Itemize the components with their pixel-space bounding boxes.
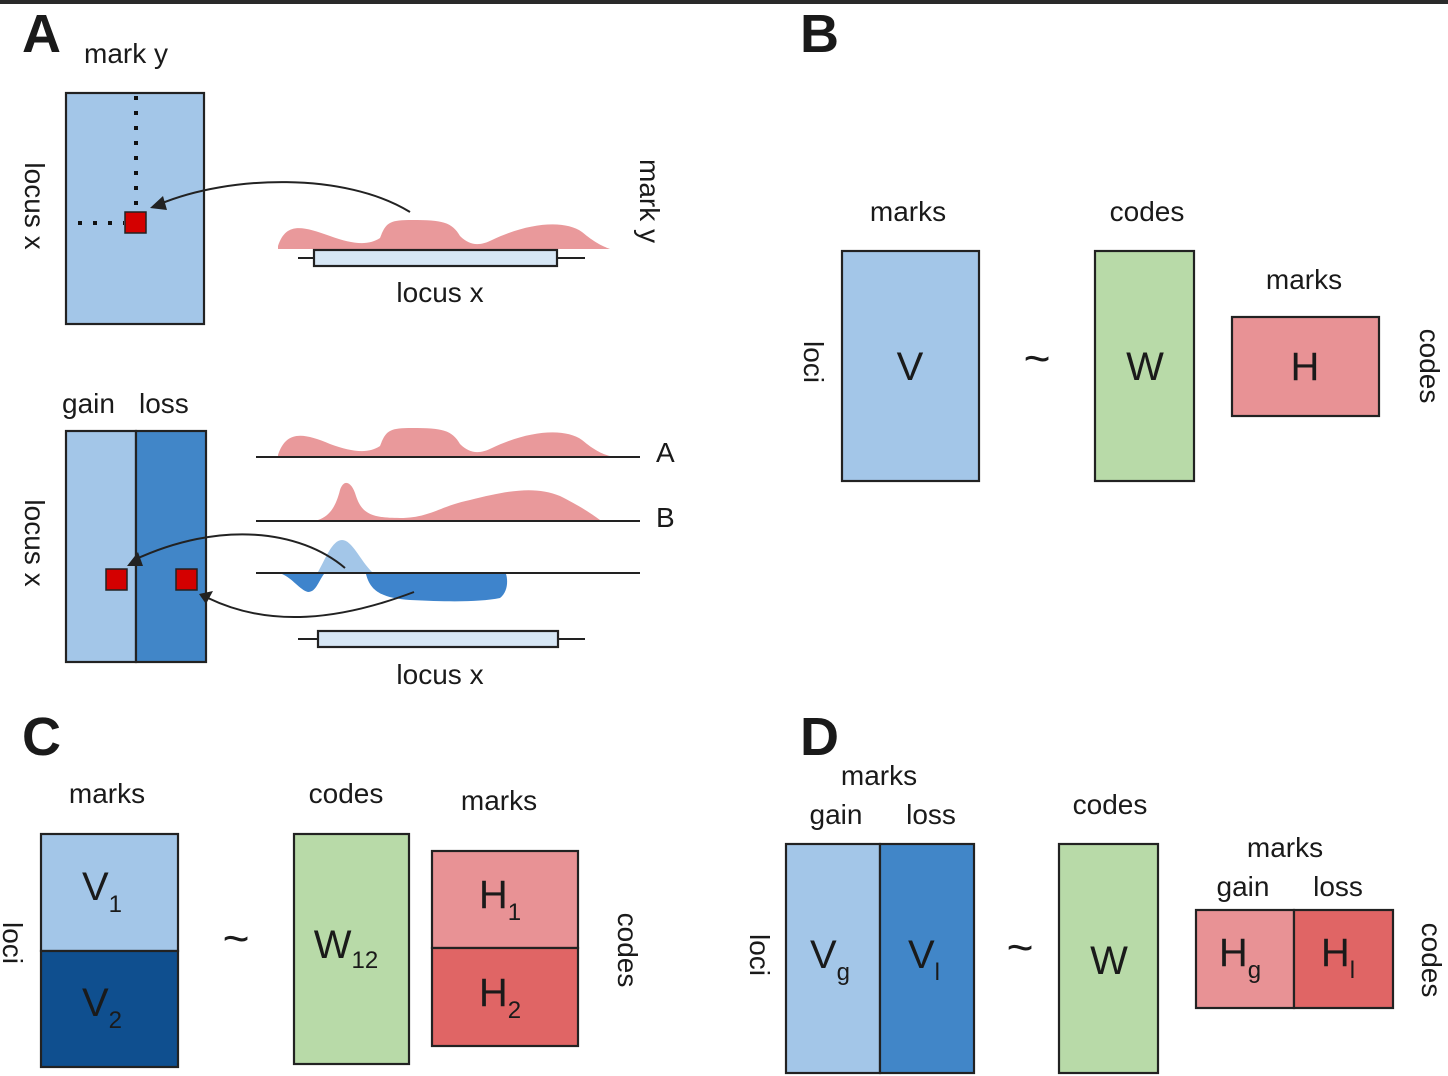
codes-label: codes [1110,196,1185,227]
matrix-w-label: W [1126,345,1164,389]
codes-side-label: codes [1416,923,1447,998]
matrix-h1-label: H1 [479,873,521,926]
matrix-h2-label: H2 [479,971,521,1024]
loci-label: loci [0,922,28,964]
marks-label-h: marks [461,785,537,816]
arrowhead [150,196,167,210]
loci-label: loci [798,341,829,383]
matrix-w12 [292,832,411,1066]
matrix-hg-label: Hg [1219,931,1261,984]
locus-bar-2 [316,629,560,649]
signal-peaks [278,220,610,249]
matrix-w12-label: W12 [314,923,378,974]
locus-x-row-label-2: locus x [19,499,50,586]
matrix-h2 [430,946,580,1048]
track-b-peaks [318,482,600,520]
panel-b: B marks codes marks loci codes V ~ W H [798,4,1445,483]
codes-side-label: codes [1414,329,1445,404]
matrix-hg [1194,908,1296,1010]
matrix-h [1230,315,1381,418]
difference-gain-peak [318,540,372,572]
matrix-vl [878,842,976,1075]
matrix-vl-label: Vl [908,933,940,986]
loss-label: loss [139,388,189,419]
matrix-w [1093,249,1196,483]
matrix-v-label: V [897,345,924,389]
loci-label: loci [744,934,775,976]
matrix-v [840,249,981,483]
mark-matrix [64,91,206,326]
mark-y-label: mark y [84,38,168,69]
matrix-h1 [430,849,580,950]
loss-label-h: loss [1313,871,1363,902]
panel-d: D marks gain loss codes marks gain loss … [744,707,1447,1075]
track-b-label: B [656,502,675,533]
marks-label: marks [841,760,917,791]
mark-y-side-label: mark y [634,159,665,243]
matrix-hl [1292,908,1395,1010]
matrix-v2 [39,949,180,1069]
gain-label-h: gain [1217,871,1270,902]
marks-label-h: marks [1266,264,1342,295]
gain-arrow [133,533,346,569]
marks-label: marks [69,778,145,809]
marks-label: marks [870,196,946,227]
loss-arrowhead [199,591,213,604]
panel-c-label: C [22,707,61,767]
matrix-hl-label: Hl [1321,931,1355,984]
panel-b-label: B [800,4,839,64]
gain-arrowhead [127,552,143,566]
matrix-h-label: H [1291,345,1320,389]
approx-symbol: ~ [223,912,250,964]
loss-cell-marker [175,568,198,591]
gain-cell-marker [105,568,128,591]
difference-loss-peak-1 [282,574,324,592]
locus-bar [312,248,559,268]
matrix-v1-label: V1 [82,865,122,918]
approx-symbol: ~ [1024,332,1051,384]
locus-x-row-label: locus x [19,162,50,249]
difference-loss-peak-2 [366,574,508,602]
loss-label: loss [906,799,956,830]
panel-a: A mark y locus x locus x mark y gain los… [19,4,675,690]
codes-label: codes [309,778,384,809]
marks-label-h: marks [1247,832,1323,863]
codes-label: codes [1073,789,1148,820]
panel-c: C marks codes marks loci codes V1 V2 ~ W… [0,707,643,1069]
track-a-label: A [656,437,675,468]
top-border [0,0,1448,4]
matrix-vg [784,842,882,1075]
matrix-vg-label: Vg [810,933,850,986]
panel-d-label: D [800,707,839,767]
panel-a-label: A [22,4,61,64]
matrix-cell-marker [124,211,147,234]
matrix-w-label: W [1090,939,1128,983]
locus-x-track-label-2: locus x [396,659,483,690]
codes-side-label: codes [612,913,643,988]
gain-label: gain [62,388,115,419]
track-a-peaks [278,428,610,456]
matrix-v2-label: V2 [82,981,122,1034]
approx-symbol: ~ [1007,921,1034,973]
locus-x-track-label: locus x [396,277,483,308]
gain-label: gain [810,799,863,830]
matrix-w [1057,842,1160,1075]
gain-matrix [64,429,138,664]
mapping-arrow [159,181,411,213]
loss-arrow [207,591,415,619]
